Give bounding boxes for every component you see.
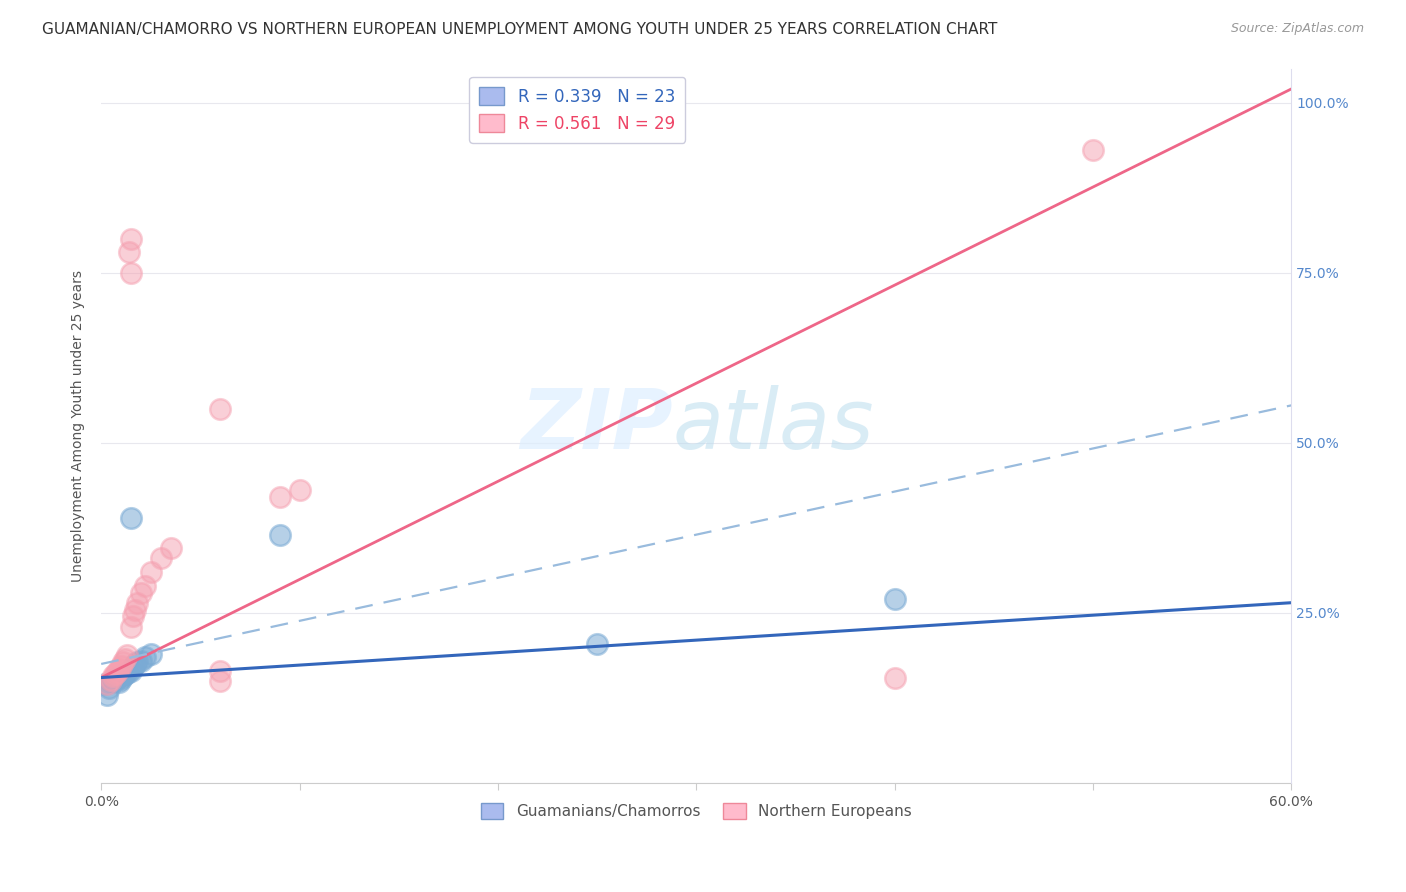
Point (209, 664, 232, 678)
Point (269, 527, 291, 541)
Point (115, 665, 138, 680)
Point (100, 673, 122, 687)
Point (105, 671, 128, 685)
Point (125, 596, 148, 610)
Point (129, 654, 152, 668)
Text: GUAMANIAN/CHAMORRO VS NORTHERN EUROPEAN UNEMPLOYMENT AMONG YOUTH UNDER 25 YEARS : GUAMANIAN/CHAMORRO VS NORTHERN EUROPEAN … (42, 22, 997, 37)
Point (586, 636, 609, 650)
Point (108, 675, 131, 690)
Point (114, 667, 136, 681)
Point (118, 245, 141, 260)
Point (100, 675, 122, 690)
Point (125, 655, 148, 669)
Point (269, 490, 291, 504)
Legend: Guamanians/Chamorros, Northern Europeans: Guamanians/Chamorros, Northern Europeans (474, 797, 918, 825)
Point (105, 665, 128, 679)
Point (129, 585, 152, 599)
Point (149, 551, 172, 566)
Point (1081, 143, 1104, 157)
Point (110, 672, 132, 686)
Point (112, 668, 135, 682)
Point (120, 664, 142, 678)
Point (209, 401, 232, 416)
Point (104, 673, 127, 688)
Point (94, 677, 117, 691)
Point (883, 592, 905, 607)
Point (120, 232, 142, 246)
Point (108, 662, 131, 676)
Text: ZIP: ZIP (520, 385, 672, 467)
Point (159, 541, 181, 556)
Point (120, 266, 142, 280)
Point (124, 657, 146, 671)
Point (120, 510, 142, 524)
Point (288, 483, 311, 498)
Text: atlas: atlas (672, 385, 875, 467)
Point (122, 609, 145, 624)
Y-axis label: Unemployment Among Youth under 25 years: Unemployment Among Youth under 25 years (72, 269, 86, 582)
Point (112, 655, 135, 669)
Point (104, 667, 127, 681)
Point (114, 652, 136, 666)
Point (96, 677, 118, 691)
Point (115, 648, 138, 662)
Point (124, 602, 146, 616)
Point (883, 671, 905, 685)
Point (98, 681, 121, 695)
Point (134, 650, 156, 665)
Point (96, 688, 118, 702)
Point (110, 659, 132, 673)
Point (120, 619, 142, 633)
Point (209, 673, 232, 688)
Text: Source: ZipAtlas.com: Source: ZipAtlas.com (1230, 22, 1364, 36)
Point (134, 579, 156, 593)
Point (101, 668, 124, 682)
Point (101, 673, 124, 687)
Point (139, 565, 162, 579)
Point (122, 660, 145, 674)
Point (139, 647, 162, 661)
